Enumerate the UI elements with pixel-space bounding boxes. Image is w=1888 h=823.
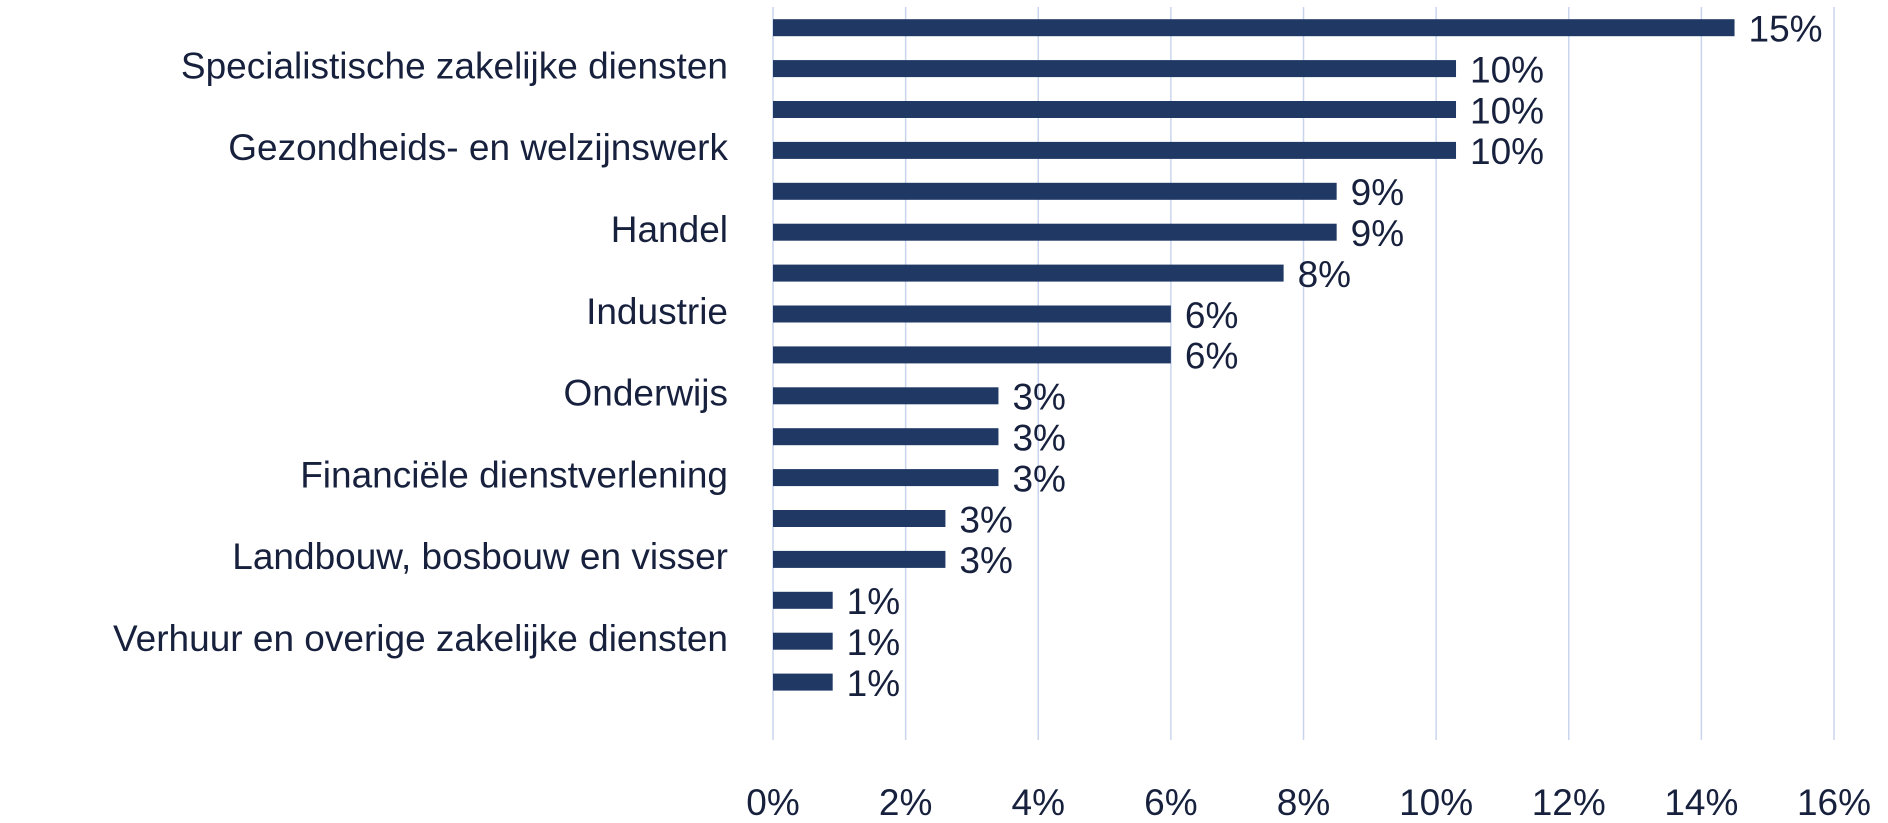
bar bbox=[773, 305, 1171, 323]
bar bbox=[773, 469, 999, 487]
bar bbox=[773, 264, 1284, 282]
x-tick-label: 4% bbox=[1012, 782, 1065, 823]
y-tick-label: Onderwijs bbox=[564, 373, 729, 414]
x-tick-label: 2% bbox=[879, 782, 932, 823]
y-tick-label: Landbouw, bosbouw en visser bbox=[232, 536, 728, 577]
data-label: 3% bbox=[1012, 417, 1065, 458]
y-tick-label: Gezondheids- en welzijnswerk bbox=[228, 127, 728, 168]
bar bbox=[773, 346, 1171, 364]
x-tick-label: 12% bbox=[1532, 782, 1606, 823]
y-tick-label: Financiële dienstverlening bbox=[300, 454, 728, 495]
x-tick-label: 6% bbox=[1144, 782, 1197, 823]
x-tick-label: 0% bbox=[746, 782, 799, 823]
data-label: 6% bbox=[1185, 336, 1238, 377]
bar bbox=[773, 428, 999, 446]
data-label: 1% bbox=[847, 622, 900, 663]
bar bbox=[773, 632, 833, 650]
data-label: 10% bbox=[1470, 131, 1544, 172]
y-tick-label: Handel bbox=[611, 209, 728, 250]
data-label: 8% bbox=[1298, 254, 1351, 295]
x-tick-label: 10% bbox=[1399, 782, 1473, 823]
bar bbox=[773, 510, 946, 527]
x-tick-label: 8% bbox=[1277, 782, 1330, 823]
bar bbox=[773, 387, 999, 405]
data-label: 10% bbox=[1470, 49, 1544, 90]
bar bbox=[773, 673, 833, 691]
data-label: 3% bbox=[1012, 377, 1065, 418]
y-tick-label: Industrie bbox=[586, 291, 728, 332]
bar bbox=[773, 19, 1735, 37]
data-label: 1% bbox=[847, 581, 900, 622]
data-label: 3% bbox=[959, 540, 1012, 581]
data-label: 9% bbox=[1351, 172, 1404, 213]
y-tick-label: Verhuur en overige zakelijke diensten bbox=[113, 618, 728, 659]
y-tick-label: Specialistische zakelijke diensten bbox=[181, 45, 728, 86]
x-tick-label: 16% bbox=[1797, 782, 1871, 823]
bar bbox=[773, 60, 1457, 78]
data-label: 10% bbox=[1470, 90, 1544, 131]
data-label: 1% bbox=[847, 663, 900, 704]
x-tick-label: 14% bbox=[1664, 782, 1738, 823]
bar bbox=[773, 550, 946, 568]
bar bbox=[773, 223, 1337, 241]
data-label: 15% bbox=[1749, 8, 1823, 49]
bar bbox=[773, 182, 1337, 200]
data-label: 6% bbox=[1185, 295, 1238, 336]
bar bbox=[773, 141, 1457, 159]
data-label: 3% bbox=[959, 499, 1012, 540]
bar bbox=[773, 591, 833, 609]
data-label: 9% bbox=[1351, 213, 1404, 254]
data-label: 3% bbox=[1012, 458, 1065, 499]
bar bbox=[773, 101, 1457, 118]
